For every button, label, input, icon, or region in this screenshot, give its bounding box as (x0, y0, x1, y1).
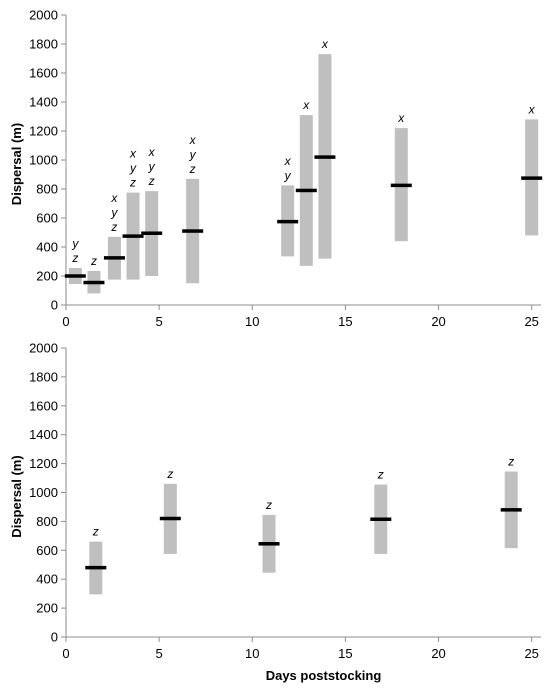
y-tick-label: 1600 (29, 66, 58, 81)
x-tick-label: 20 (431, 314, 445, 329)
y-axis-title: Dispersal (m) (9, 123, 24, 205)
significance-letter: y (148, 160, 156, 174)
significance-letter: x (397, 111, 405, 125)
y-tick-label: 400 (36, 240, 58, 255)
median-marker (500, 508, 522, 512)
x-tick-label: 0 (62, 314, 69, 329)
y-tick-label: 1200 (29, 124, 58, 139)
x-tick-label: 0 (62, 646, 69, 661)
x-tick-label: 15 (338, 646, 352, 661)
significance-letter: x (528, 102, 536, 116)
y-tick-label: 1600 (29, 398, 58, 413)
median-marker (159, 516, 181, 521)
median-marker (390, 183, 412, 188)
y-tick-label: 800 (36, 182, 58, 197)
significance-letter: z (189, 162, 196, 176)
significance-letter: y (189, 147, 197, 161)
median-marker (83, 280, 105, 285)
x-tick-label: 25 (524, 314, 538, 329)
median-marker (182, 229, 204, 233)
significance-letter: z (166, 467, 173, 481)
median-marker (295, 188, 317, 193)
y-tick-label: 2000 (29, 8, 58, 23)
significance-letter: x (129, 147, 137, 161)
significance-letter: y (284, 168, 292, 182)
significance-letter: x (284, 154, 292, 168)
y-tick-label: 1400 (29, 427, 58, 442)
significance-letter: x (110, 191, 118, 205)
median-marker (103, 256, 125, 260)
median-marker (64, 274, 86, 278)
y-tick-label: 1000 (29, 485, 58, 500)
x-tick-label: 5 (156, 314, 163, 329)
y-tick-label: 1800 (29, 369, 58, 384)
significance-letter: y (129, 161, 137, 175)
x-tick-label: 15 (338, 314, 352, 329)
significance-letter: y (71, 237, 79, 251)
significance-letter: x (189, 133, 197, 147)
y-axis-title: Dispersal (m) (9, 455, 24, 537)
median-marker (370, 517, 392, 521)
significance-letter: z (377, 468, 384, 482)
significance-letter: z (507, 455, 514, 469)
y-tick-label: 200 (36, 601, 58, 616)
x-tick-label: 10 (245, 646, 259, 661)
y-tick-label: 400 (36, 572, 58, 587)
median-marker (122, 234, 144, 238)
y-tick-label: 600 (36, 211, 58, 226)
y-tick-label: 200 (36, 269, 58, 284)
y-tick-label: 800 (36, 514, 58, 529)
significance-letter: z (148, 174, 155, 188)
significance-letter: z (71, 251, 78, 265)
median-marker (521, 176, 543, 180)
y-tick-label: 1000 (29, 153, 58, 168)
significance-letter: z (265, 498, 272, 512)
significance-letter: z (129, 176, 136, 190)
significance-letter: x (148, 145, 156, 159)
x-tick-label: 5 (156, 646, 163, 661)
median-marker (277, 219, 299, 224)
significance-letter: z (90, 254, 97, 268)
y-tick-label: 1400 (29, 95, 58, 110)
significance-letter: z (92, 525, 99, 539)
y-tick-label: 600 (36, 543, 58, 558)
y-tick-label: 1800 (29, 37, 58, 52)
y-tick-label: 1200 (29, 456, 58, 471)
x-tick-label: 25 (524, 646, 538, 661)
x-tick-label: 10 (245, 314, 259, 329)
top-panel: 0 200 400 600 800 1000 1200 1400 1600 1800 2000 0 5 1… (9, 8, 543, 329)
significance-letter: z (110, 220, 117, 234)
bottom-panel: 0 200 400 600 800 1000 1200 1400 1600 1800 2000 0 5 1… (9, 341, 541, 683)
significance-letter: x (302, 98, 310, 112)
median-marker (85, 565, 107, 570)
y-tick-label: 0 (51, 298, 58, 313)
x-axis-title: Days poststocking (266, 668, 382, 683)
median-marker (314, 155, 336, 159)
y-tick-label: 0 (51, 630, 58, 645)
y-tick-label: 2000 (29, 341, 58, 356)
median-marker (141, 231, 163, 235)
x-tick-label: 20 (431, 646, 445, 661)
significance-letter: x (321, 37, 329, 51)
median-marker (258, 542, 280, 546)
significance-letter: y (110, 205, 118, 219)
